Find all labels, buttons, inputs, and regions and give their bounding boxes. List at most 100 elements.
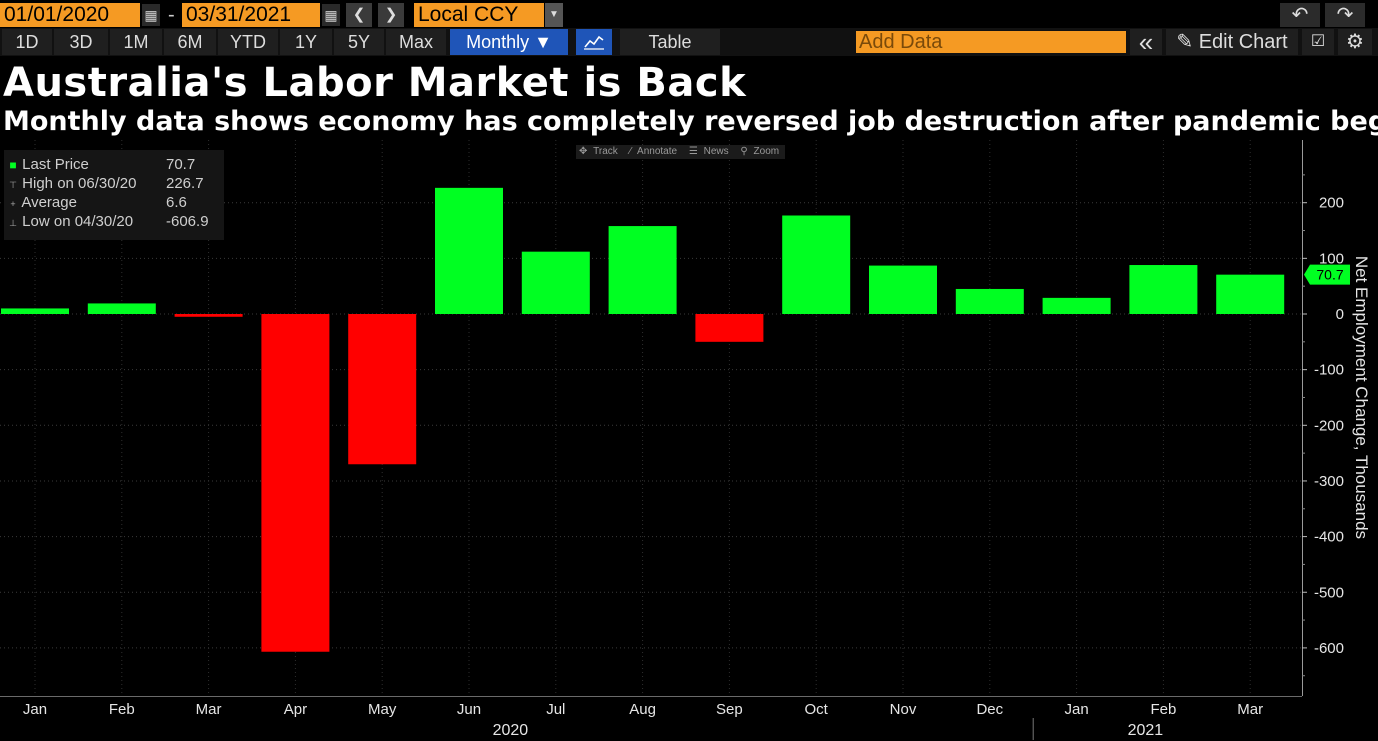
bar [87, 303, 156, 314]
average-marker-icon: + [10, 199, 16, 209]
news-label: News [703, 146, 729, 157]
bar [435, 187, 503, 314]
legend-average-value: 6.6 [166, 194, 187, 211]
bar [695, 314, 764, 342]
bar [782, 215, 851, 314]
bar [521, 251, 590, 314]
x-tick-label: Aug [629, 701, 656, 718]
y-axis-title: Net Employment Change, Thousands [1352, 256, 1371, 539]
track-button[interactable]: ✥ Track [579, 146, 618, 157]
date-separator: - [168, 4, 175, 26]
bar [1216, 274, 1285, 314]
end-calendar-icon[interactable]: ▦ [322, 4, 340, 26]
news-button[interactable]: ☰ News [688, 146, 729, 157]
track-label: Track [593, 146, 618, 157]
y-tick-label: 200 [1319, 195, 1344, 212]
end-date-field[interactable]: 03/31/2021 [182, 3, 320, 27]
y-tick-label: -100 [1314, 362, 1344, 379]
y-tick-label: -300 [1314, 473, 1344, 490]
start-date-field[interactable]: 01/01/2020 [0, 3, 140, 27]
x-tick-label: Jan [1065, 701, 1089, 718]
bar [348, 314, 417, 465]
last-value-marker [1304, 264, 1350, 285]
y-tick-label: -500 [1314, 584, 1344, 601]
legend-high: ⊤ High on 06/30/20 [8, 175, 136, 193]
frequency-select[interactable]: Monthly ▼ [450, 29, 568, 55]
plot-toolbar: ✥ Track ⁄ Annotate ☰ News ⚲ Zoom [576, 145, 786, 159]
legend-last-price-value: 70.7 [166, 156, 196, 173]
x-tick-label: Jan [23, 701, 47, 718]
x-tick-label: Sep [716, 701, 743, 718]
legend-swatch: ■ [9, 158, 17, 172]
legend-average-label: Average [21, 194, 77, 211]
bar [1, 308, 69, 314]
period-toolbar: 1D 3D 1M 6M YTD 1Y 5Y Max Monthly ▼ Tabl… [0, 28, 1378, 56]
period-6m-button[interactable]: 6M [164, 29, 216, 55]
annotate-button[interactable]: ⁄ Annotate [629, 146, 678, 157]
x-tick-label: Nov [890, 701, 917, 718]
x-tick-label: Jul [546, 701, 565, 718]
x-tick-label: Apr [284, 701, 307, 718]
period-1m-button[interactable]: 1M [110, 29, 162, 55]
bar [1042, 297, 1111, 314]
high-marker-icon: ⊤ [9, 180, 17, 190]
bar [1129, 265, 1198, 314]
chart-type-icon [584, 35, 604, 50]
edit-chart-button[interactable]: ✎ Edit Chart [1166, 29, 1298, 55]
y-tick-label: 100 [1319, 250, 1344, 267]
chevron-down-icon[interactable]: ▼ [545, 3, 563, 27]
last-value-label: 70.7 [1316, 267, 1343, 283]
legend-average: + Average [8, 194, 77, 212]
zoom-label: Zoom [753, 146, 780, 157]
x-tick-label: May [368, 701, 397, 718]
period-1y-button[interactable]: 1Y [280, 29, 332, 55]
legend-last-price: ■ Last Price [8, 156, 89, 174]
legend-high-value: 226.7 [166, 175, 204, 192]
prev-range-button[interactable]: ❮ [346, 3, 372, 27]
chart-settings-icon[interactable]: ☑ [1302, 29, 1334, 55]
period-ytd-button[interactable]: YTD [218, 29, 278, 55]
x-tick-label: Dec [976, 701, 1003, 718]
y-tick-label: -400 [1314, 529, 1344, 546]
period-max-button[interactable]: Max [386, 29, 446, 55]
currency-select[interactable]: Local CCY [414, 3, 544, 27]
low-marker-icon: ⊥ [9, 218, 17, 228]
chart-subtitle: Monthly data shows economy has completel… [3, 106, 1378, 137]
x-tick-label: Mar [1237, 701, 1263, 718]
y-tick-label: -600 [1314, 640, 1344, 657]
y-tick-label: -200 [1314, 417, 1344, 434]
zoom-button[interactable]: ⚲ Zoom [740, 146, 780, 157]
period-1d-button[interactable]: 1D [2, 29, 52, 55]
x-tick-label: Oct [805, 701, 829, 718]
collapse-button[interactable]: « [1130, 29, 1162, 55]
period-3d-button[interactable]: 3D [54, 29, 108, 55]
bar [261, 314, 330, 652]
add-data-input[interactable]: Add Data [856, 31, 1126, 53]
bar [955, 288, 1024, 314]
legend-high-label: High on 06/30/20 [22, 175, 137, 192]
gear-icon[interactable]: ⚙ [1338, 29, 1372, 55]
period-5y-button[interactable]: 5Y [334, 29, 384, 55]
legend-low: ⊥ Low on 04/30/20 [8, 213, 133, 231]
redo-button[interactable]: ↷ [1325, 3, 1365, 27]
date-toolbar: 01/01/2020 ▦ - 03/31/2021 ▦ ❮ ❯ Local CC… [0, 0, 1378, 30]
annotate-label: Annotate [637, 146, 678, 157]
x-year-label: 2020 [493, 722, 529, 739]
legend-last-price-label: Last Price [22, 156, 89, 173]
bar [608, 226, 677, 314]
y-tick-label: 0 [1336, 306, 1344, 323]
x-tick-label: Mar [196, 701, 222, 718]
x-tick-label: Feb [1150, 701, 1176, 718]
undo-button[interactable]: ↶ [1280, 3, 1320, 27]
legend-low-value: -606.9 [166, 213, 209, 230]
x-tick-label: Feb [109, 701, 135, 718]
legend-low-label: Low on 04/30/20 [22, 213, 134, 230]
start-calendar-icon[interactable]: ▦ [142, 4, 160, 26]
bar [174, 314, 243, 317]
line-chart-icon[interactable] [576, 29, 612, 55]
bar [869, 265, 937, 314]
legend-panel: ■ Last Price 70.7 ⊤ High on 06/30/20 226… [4, 150, 224, 240]
table-button[interactable]: Table [620, 29, 720, 55]
x-year-label: 2021 [1128, 722, 1164, 739]
next-range-button[interactable]: ❯ [378, 3, 404, 27]
